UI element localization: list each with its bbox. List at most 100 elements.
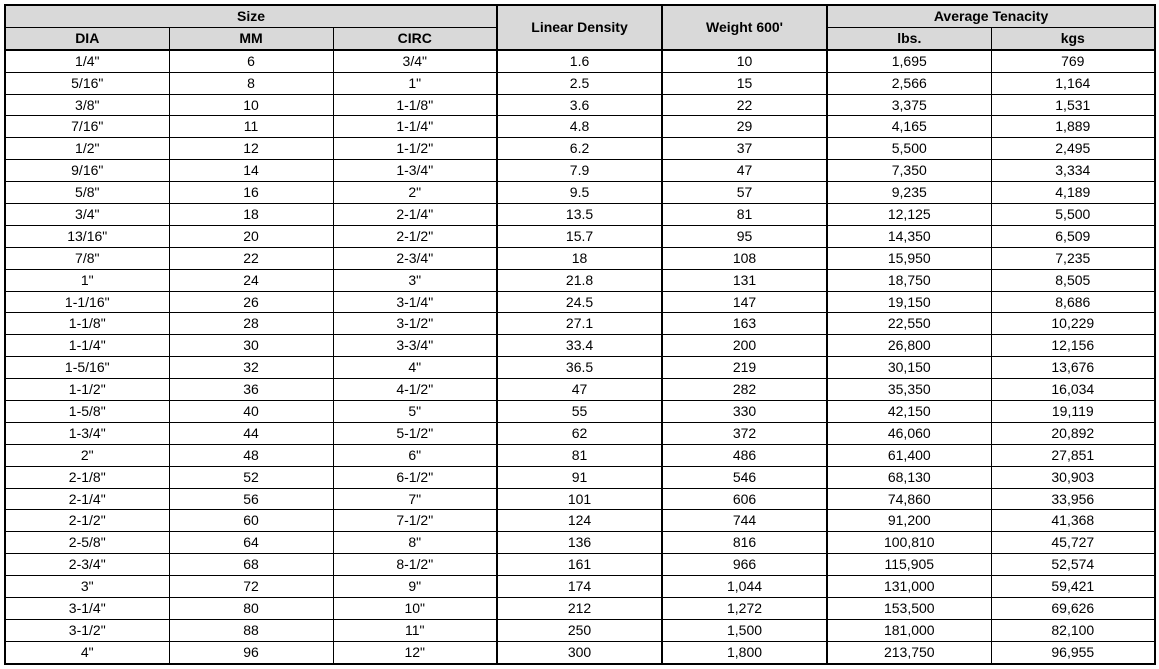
cell-weight: 1,044 [662, 576, 827, 598]
cell-linear-density: 300 [497, 641, 662, 663]
cell-linear-density: 47 [497, 379, 662, 401]
cell-lbs: 131,000 [827, 576, 991, 598]
cell-circ: 3" [333, 269, 497, 291]
cell-weight: 1,272 [662, 598, 827, 620]
cell-circ: 7-1/2" [333, 510, 497, 532]
cell-kgs: 20,892 [991, 422, 1155, 444]
cell-linear-density: 250 [497, 619, 662, 641]
cell-circ: 5-1/2" [333, 422, 497, 444]
cell-lbs: 12,125 [827, 204, 991, 226]
cell-kgs: 1,531 [991, 94, 1155, 116]
cell-linear-density: 124 [497, 510, 662, 532]
cell-weight: 147 [662, 291, 827, 313]
cell-kgs: 3,334 [991, 160, 1155, 182]
cell-mm: 72 [169, 576, 333, 598]
table-row: 3-1/2"8811"2501,500181,00082,100 [5, 619, 1155, 641]
cell-weight: 10 [662, 50, 827, 72]
cell-dia: 2" [5, 444, 169, 466]
cell-dia: 7/16" [5, 116, 169, 138]
cell-circ: 1" [333, 72, 497, 94]
cell-kgs: 27,851 [991, 444, 1155, 466]
header-circ: CIRC [333, 27, 497, 49]
cell-lbs: 30,150 [827, 357, 991, 379]
table-row: 1-1/2"364-1/2"4728235,35016,034 [5, 379, 1155, 401]
cell-lbs: 181,000 [827, 619, 991, 641]
table-row: 1/2"121-1/2"6.2375,5002,495 [5, 138, 1155, 160]
cell-kgs: 6,509 [991, 225, 1155, 247]
cell-linear-density: 62 [497, 422, 662, 444]
cell-mm: 44 [169, 422, 333, 444]
cell-lbs: 18,750 [827, 269, 991, 291]
cell-linear-density: 13.5 [497, 204, 662, 226]
cell-linear-density: 212 [497, 598, 662, 620]
table-row: 2-1/4"567"10160674,86033,956 [5, 488, 1155, 510]
cell-mm: 48 [169, 444, 333, 466]
cell-dia: 3/8" [5, 94, 169, 116]
cell-mm: 56 [169, 488, 333, 510]
cell-dia: 3" [5, 576, 169, 598]
cell-mm: 8 [169, 72, 333, 94]
cell-weight: 1,500 [662, 619, 827, 641]
cell-lbs: 14,350 [827, 225, 991, 247]
cell-circ: 1-1/2" [333, 138, 497, 160]
cell-linear-density: 81 [497, 444, 662, 466]
table-row: 1-3/4"445-1/2"6237246,06020,892 [5, 422, 1155, 444]
cell-weight: 108 [662, 247, 827, 269]
cell-lbs: 15,950 [827, 247, 991, 269]
cell-kgs: 10,229 [991, 313, 1155, 335]
cell-linear-density: 6.2 [497, 138, 662, 160]
table-row: 1-5/8"405"5533042,15019,119 [5, 401, 1155, 423]
table-row: 3"729"1741,044131,00059,421 [5, 576, 1155, 598]
cell-lbs: 42,150 [827, 401, 991, 423]
cell-kgs: 19,119 [991, 401, 1155, 423]
cell-lbs: 19,150 [827, 291, 991, 313]
cell-mm: 52 [169, 466, 333, 488]
cell-linear-density: 1.6 [497, 50, 662, 72]
cell-dia: 1-1/4" [5, 335, 169, 357]
cell-circ: 8" [333, 532, 497, 554]
table-body: 1/4"63/4"1.6101,6957695/16"81"2.5152,566… [5, 50, 1155, 664]
cell-mm: 32 [169, 357, 333, 379]
cell-weight: 37 [662, 138, 827, 160]
cell-mm: 18 [169, 204, 333, 226]
cell-lbs: 26,800 [827, 335, 991, 357]
cell-dia: 7/8" [5, 247, 169, 269]
cell-dia: 13/16" [5, 225, 169, 247]
cell-circ: 2" [333, 182, 497, 204]
cell-mm: 40 [169, 401, 333, 423]
cell-weight: 47 [662, 160, 827, 182]
cell-linear-density: 36.5 [497, 357, 662, 379]
cell-mm: 10 [169, 94, 333, 116]
cell-weight: 219 [662, 357, 827, 379]
cell-dia: 2-1/2" [5, 510, 169, 532]
cell-dia: 5/8" [5, 182, 169, 204]
header-size: Size [5, 5, 497, 27]
cell-weight: 22 [662, 94, 827, 116]
cell-lbs: 46,060 [827, 422, 991, 444]
cell-kgs: 30,903 [991, 466, 1155, 488]
cell-weight: 200 [662, 335, 827, 357]
cell-lbs: 213,750 [827, 641, 991, 663]
table-row: 1-1/8"283-1/2"27.116322,55010,229 [5, 313, 1155, 335]
table-row: 2-3/4"688-1/2"161966115,90552,574 [5, 554, 1155, 576]
cell-mm: 16 [169, 182, 333, 204]
cell-kgs: 33,956 [991, 488, 1155, 510]
cell-linear-density: 15.7 [497, 225, 662, 247]
cell-dia: 1/4" [5, 50, 169, 72]
cell-linear-density: 174 [497, 576, 662, 598]
cell-lbs: 3,375 [827, 94, 991, 116]
cell-dia: 1-5/16" [5, 357, 169, 379]
cell-dia: 1/2" [5, 138, 169, 160]
cell-kgs: 82,100 [991, 619, 1155, 641]
cell-linear-density: 101 [497, 488, 662, 510]
cell-kgs: 5,500 [991, 204, 1155, 226]
cell-kgs: 52,574 [991, 554, 1155, 576]
table-row: 5/16"81"2.5152,5661,164 [5, 72, 1155, 94]
cell-circ: 9" [333, 576, 497, 598]
table-row: 3/8"101-1/8"3.6223,3751,531 [5, 94, 1155, 116]
cell-weight: 816 [662, 532, 827, 554]
cell-weight: 606 [662, 488, 827, 510]
cell-lbs: 74,860 [827, 488, 991, 510]
cell-linear-density: 2.5 [497, 72, 662, 94]
header-weight: Weight 600' [662, 5, 827, 50]
